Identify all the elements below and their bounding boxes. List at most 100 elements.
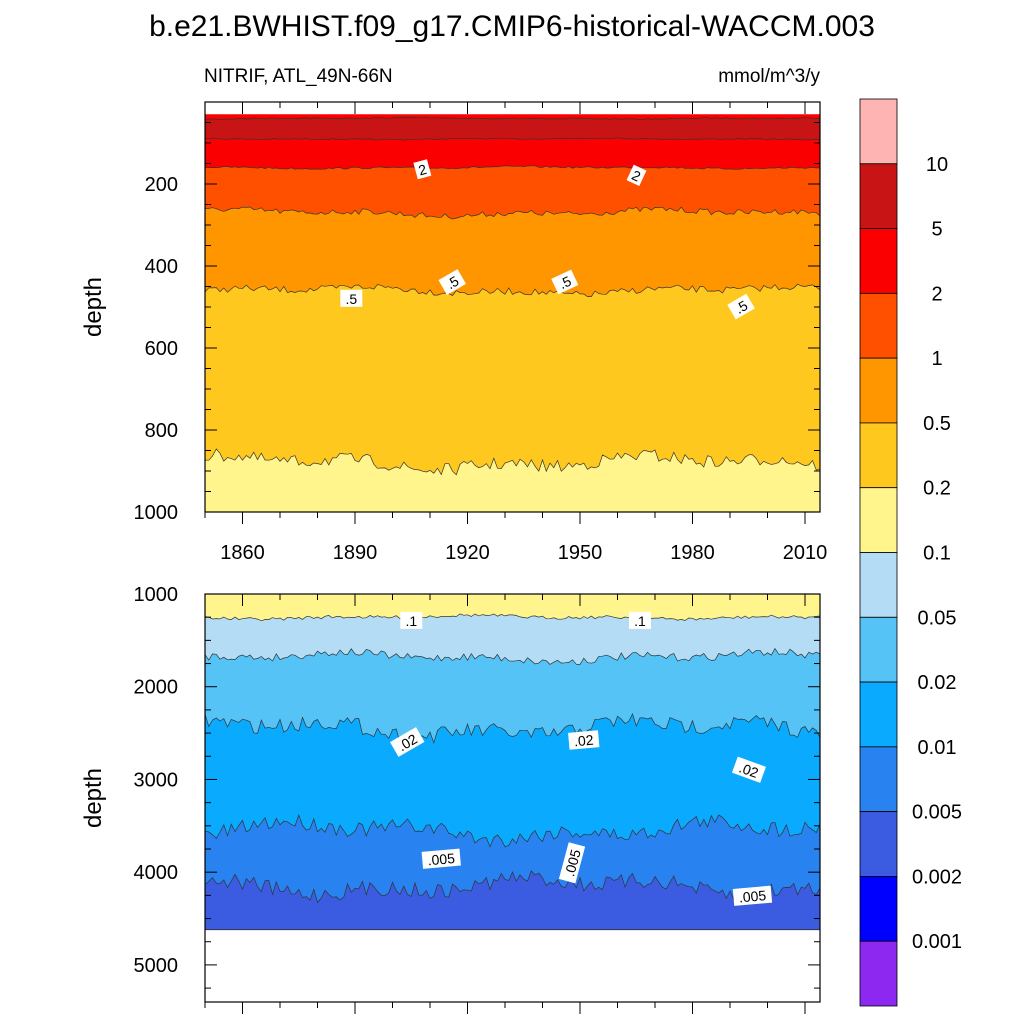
figure-title: b.e21.BWHIST.f09_g17.CMIP6-historical-WA… (149, 10, 875, 43)
y-tick-label: 4000 (134, 862, 179, 884)
contour-band (205, 449, 820, 512)
contour-label-box (626, 164, 647, 187)
contour-label-box (732, 885, 773, 906)
contour-line (205, 647, 820, 665)
colorbar-label: 0.01 (918, 737, 957, 759)
colorbar-label: 0.2 (923, 478, 951, 500)
y-tick-label: 5000 (134, 955, 179, 977)
colorbar-swatch (859, 681, 898, 748)
colorbar: 10 5 2 1 0.5 0.2 0.1 0.05 0.02 0.01 0.005 0.002 0.00… (859, 98, 962, 1007)
contour-label: .005 (558, 842, 586, 884)
x-tick-label: 1980 (670, 542, 715, 564)
contour-label-text: 2 (417, 161, 429, 179)
contour-line (205, 165, 820, 170)
colorbar-label: 5 (931, 219, 942, 241)
x-tick-label: 1890 (333, 542, 378, 564)
contour-label-text: .1 (405, 613, 417, 629)
y-axis-label: depth (80, 768, 107, 828)
contour-label: .005 (421, 848, 461, 869)
contour-label-text: .005 (427, 850, 456, 868)
contour-label: .02 (731, 756, 766, 783)
colorbar-label: 0.005 (912, 802, 962, 824)
colorbar-swatch (859, 163, 898, 229)
contour-label-box (340, 289, 363, 307)
contour-label-box (438, 269, 467, 295)
contour-band (205, 613, 820, 665)
contour-band (205, 207, 820, 297)
contour-label-text: .005 (561, 847, 584, 878)
y-tick-label: 1000 (134, 502, 179, 524)
contour-line (205, 712, 820, 745)
contour-label-box (558, 842, 586, 884)
contour-label-box (390, 727, 425, 757)
colorbar-swatch (859, 357, 898, 424)
colorbar-swatch (859, 228, 898, 294)
contour-label-text: .5 (345, 291, 357, 307)
contour-label: .005 (732, 885, 773, 906)
colorbar-label: 0.02 (918, 672, 957, 694)
colorbar-swatch (859, 616, 898, 683)
contour-label-text: .005 (738, 887, 767, 905)
subtitle-variable: NITRIF, ATL_49N-66N (204, 66, 393, 87)
x-tick-label: 2010 (783, 542, 828, 564)
contour-label: .5 (340, 289, 363, 307)
contour-label-box (421, 848, 461, 869)
contour-line (205, 206, 820, 220)
colorbar-label: 0.5 (923, 413, 951, 435)
contour-label-box (731, 756, 766, 783)
contour-label-box (413, 159, 432, 180)
contour-label-box (568, 730, 600, 750)
contour-band (205, 870, 820, 930)
contour-label: 2 (626, 164, 647, 187)
contour-label-text: .02 (573, 732, 594, 750)
colorbar-swatch (859, 876, 898, 942)
y-tick-label: 600 (145, 338, 178, 360)
upper-panel: 2 2 .5 .5 .5 .5 200 400 600 800 1000 depth 1860 1890 1… (80, 101, 828, 564)
colorbar-label: 0.1 (923, 543, 951, 565)
colorbar-swatch (859, 292, 898, 359)
contour-line (205, 117, 820, 120)
contour-label-text: .02 (737, 759, 761, 781)
colorbar-swatch (859, 746, 898, 813)
y-tick-label: 3000 (134, 769, 179, 791)
contour-line (205, 870, 820, 904)
contour-line (205, 283, 820, 297)
contour-label: .1 (400, 611, 423, 629)
colorbar-swatch (859, 940, 898, 1007)
contour-label: .02 (568, 730, 600, 750)
lower-panel: .1.1.02.02.02.005.005.005100020003000400… (80, 584, 821, 1014)
colorbar-swatch (859, 552, 898, 618)
colorbar-label: 0.001 (912, 931, 962, 953)
contour-band (205, 594, 820, 621)
colorbar-swatch (859, 487, 898, 553)
contour-line (205, 448, 820, 476)
contour-label: 2 (413, 159, 432, 180)
contour-band (205, 284, 820, 475)
contour-band (205, 648, 820, 744)
plot-frame (204, 593, 821, 1003)
contour-line (205, 137, 820, 141)
y-tick-label: 200 (145, 174, 178, 196)
contour-label: .5 (727, 293, 755, 320)
colorbar-swatch (859, 811, 898, 877)
contour-band (205, 117, 820, 141)
y-axis-label: depth (80, 277, 107, 337)
colorbar-label: 10 (926, 154, 948, 176)
contour-band (205, 713, 820, 847)
x-tick-label: 1920 (445, 542, 490, 564)
y-tick-label: 1000 (134, 584, 179, 606)
subtitle-units: mmol/m^3/y (718, 66, 820, 87)
contour-band (205, 814, 820, 903)
y-tick-label: 2000 (134, 677, 179, 699)
x-tick-label: 1950 (558, 542, 603, 564)
colorbar-label: 0.002 (912, 866, 962, 888)
contour-line (205, 613, 820, 622)
contour-label: .5 (551, 269, 579, 295)
y-tick-label: 400 (145, 256, 178, 278)
colorbar-swatch (859, 422, 898, 489)
contour-label-box (400, 611, 423, 629)
y-tick-label: 800 (145, 420, 178, 442)
colorbar-label: 1 (931, 348, 942, 370)
contour-band (205, 165, 820, 219)
